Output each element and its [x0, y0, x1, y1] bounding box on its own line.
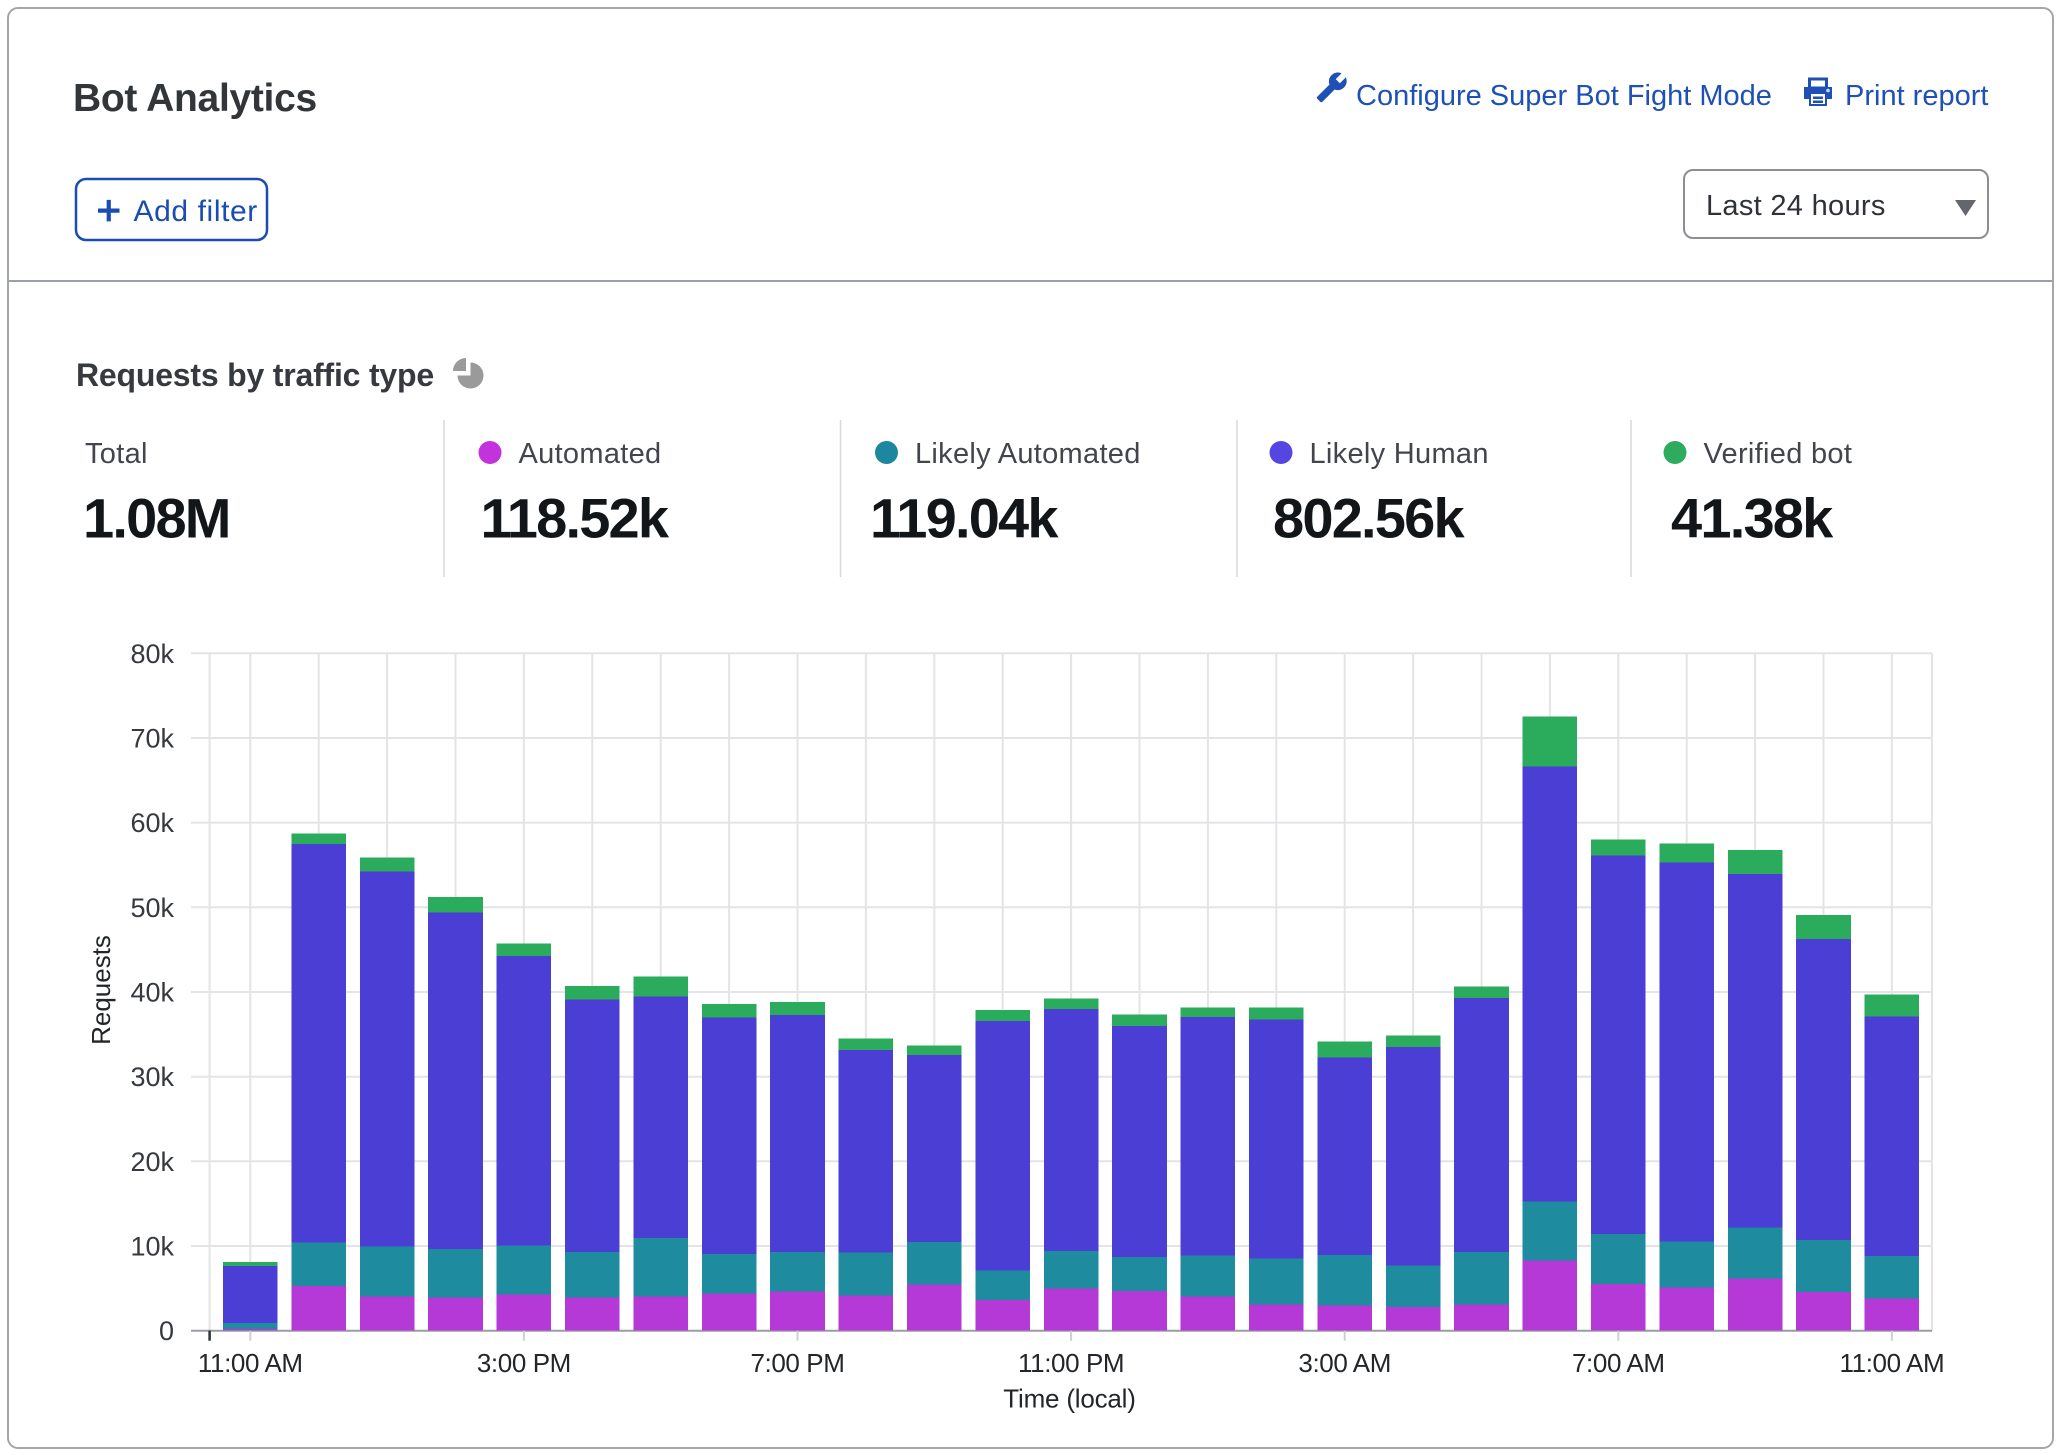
- svg-text:7:00 AM: 7:00 AM: [1572, 1348, 1665, 1378]
- svg-text:7:00 PM: 7:00 PM: [750, 1348, 844, 1378]
- svg-text:10k: 10k: [130, 1232, 174, 1262]
- svg-text:11:00 AM: 11:00 AM: [198, 1348, 303, 1378]
- svg-text:1.08M: 1.08M: [83, 487, 230, 550]
- svg-text:Add filter: Add filter: [134, 195, 258, 228]
- svg-text:Configure Super Bot Fight Mode: Configure Super Bot Fight Mode: [1356, 80, 1772, 112]
- svg-text:118.52k: 118.52k: [481, 487, 670, 550]
- svg-text:Requests by traffic type: Requests by traffic type: [76, 357, 434, 393]
- svg-text:Print report: Print report: [1845, 80, 1988, 112]
- svg-text:50k: 50k: [130, 893, 174, 923]
- svg-text:0: 0: [159, 1316, 174, 1346]
- svg-text:Requests: Requests: [86, 935, 116, 1045]
- svg-text:41.38k: 41.38k: [1671, 487, 1834, 550]
- svg-text:3:00 PM: 3:00 PM: [477, 1348, 571, 1378]
- svg-text:30k: 30k: [130, 1062, 174, 1092]
- svg-text:11:00 PM: 11:00 PM: [1018, 1348, 1124, 1378]
- svg-text:Time (local): Time (local): [1003, 1384, 1135, 1414]
- svg-text:Bot Analytics: Bot Analytics: [73, 77, 317, 120]
- svg-text:Last 24 hours: Last 24 hours: [1706, 190, 1886, 222]
- svg-text:70k: 70k: [130, 724, 174, 754]
- svg-text:119.04k: 119.04k: [870, 487, 1059, 550]
- svg-text:802.56k: 802.56k: [1273, 487, 1465, 550]
- svg-text:Verified bot: Verified bot: [1704, 438, 1853, 470]
- svg-text:Total: Total: [85, 438, 148, 470]
- svg-text:80k: 80k: [130, 639, 174, 669]
- svg-text:60k: 60k: [130, 808, 174, 838]
- svg-text:Likely Automated: Likely Automated: [915, 438, 1141, 470]
- svg-text:11:00 AM: 11:00 AM: [1840, 1348, 1945, 1378]
- svg-text:3:00 AM: 3:00 AM: [1298, 1348, 1391, 1378]
- svg-text:20k: 20k: [130, 1147, 174, 1177]
- svg-text:Automated: Automated: [519, 438, 662, 470]
- svg-text:Likely Human: Likely Human: [1310, 438, 1489, 470]
- svg-text:40k: 40k: [130, 978, 174, 1008]
